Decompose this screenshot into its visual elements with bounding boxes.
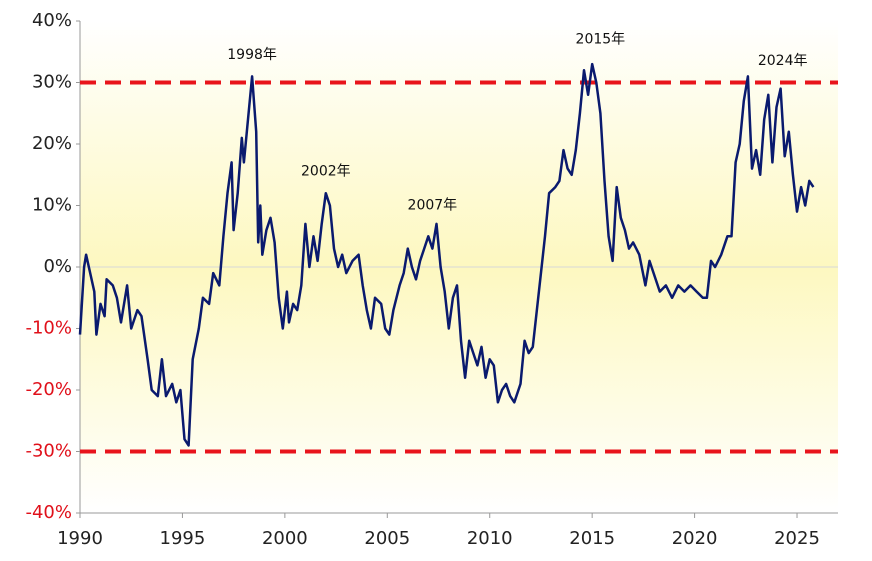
y-tick-label: 40% <box>32 10 72 31</box>
annotation: 2024年 <box>758 53 808 69</box>
annotation: 2015年 <box>576 31 626 47</box>
x-tick-label: 1990 <box>57 528 103 549</box>
y-tick-label: -20% <box>25 379 72 400</box>
line-series <box>78 62 815 447</box>
x-tick-label: 2020 <box>672 528 718 549</box>
y-tick-label: 10% <box>32 195 72 216</box>
x-tick-label: 2010 <box>467 528 513 549</box>
x-tick-label: 2025 <box>774 528 820 549</box>
annotation: 1998年 <box>227 47 277 63</box>
x-tick-label: 1995 <box>160 528 206 549</box>
annotation: 2007年 <box>408 198 458 214</box>
y-tick-label: 20% <box>32 133 72 154</box>
x-tick-label: 2000 <box>262 528 308 549</box>
y-tick-label: -30% <box>25 441 72 462</box>
y-tick-label: -10% <box>25 318 72 339</box>
y-tick-label: 0% <box>43 256 72 277</box>
x-tick-label: 2015 <box>569 528 615 549</box>
x-tick-label: 2005 <box>364 528 410 549</box>
annotation: 2002年 <box>301 164 351 180</box>
y-tick-label: -40% <box>25 502 72 523</box>
y-tick-label: 30% <box>32 72 72 93</box>
